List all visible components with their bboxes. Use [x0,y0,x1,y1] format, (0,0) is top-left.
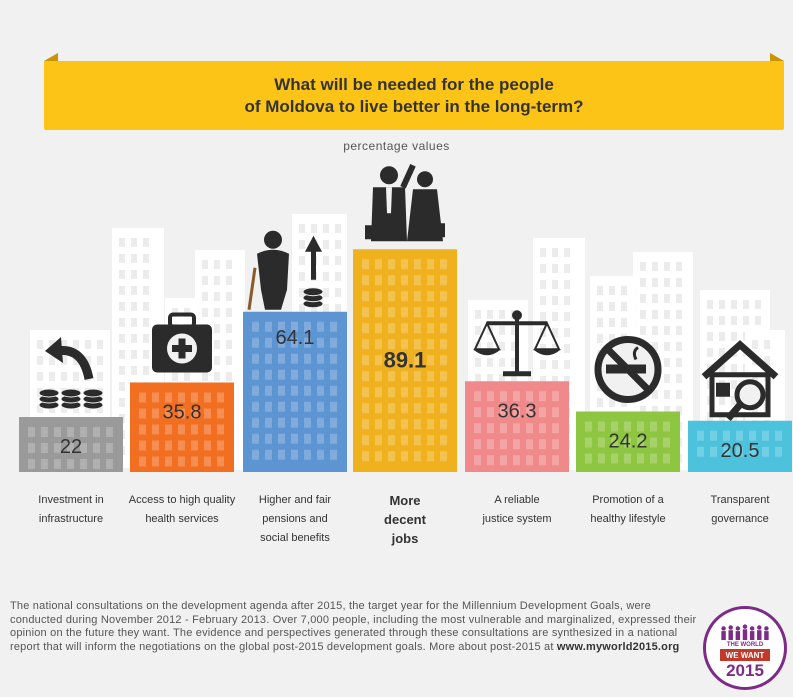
bar-value-label: 24.2 [609,431,648,453]
business-people-icon [365,164,445,242]
category-label-line: More [389,493,421,508]
bar [243,311,347,472]
logo-line-1: THE WORLD [726,642,764,648]
bar-value-label: 35.8 [163,402,202,424]
footnote-url[interactable]: www.myworld2015.org [556,640,680,653]
category-label-line: Promotion of a [592,494,664,506]
crowd-icon [721,624,769,641]
category-label-line: Investment in [38,494,104,506]
category-label: Transparent governance [680,491,793,529]
logo-line-3: 2015 [726,661,764,680]
logo-line-2: WE WANT [725,651,765,660]
category-label-line: justice system [482,513,552,525]
bar-value-label: 89.1 [384,347,427,372]
bar-window-pattern [28,427,113,469]
category-label: A reliable justice system [457,491,577,529]
chart-subtitle: percentage values [343,139,450,153]
category-label-line: social benefits [260,532,330,544]
footnote-text: The national consultations on the develo… [10,600,697,653]
bar-group: 22 [19,417,123,472]
footnote: The national consultations on the develo… [10,600,700,654]
category-label: Promotion of a healthy lifestyle [568,491,688,529]
bar-value-label: 22 [60,436,82,458]
bar-window-pattern [585,421,670,464]
medical-kit-icon [152,312,212,373]
bar-group: 35.8 [130,382,234,472]
bar-window-pattern [362,259,447,462]
category-label-line: infrastructure [38,513,104,525]
bars: 22 35.8 64.1 89.1 36.3 24.2 20.5 [19,249,792,472]
category-label-line: Higher and fair [258,494,332,506]
category-label-line: decent [384,512,426,527]
world-we-want-logo: THE WORLD WE WANT 2015 [703,606,787,690]
bar-window-pattern [252,321,337,460]
bar-icons [38,164,779,422]
bar-value-label: 64.1 [276,327,315,349]
category-label: More decent jobs [345,491,465,548]
bar [688,420,792,472]
banner-fold-right [770,53,784,61]
house-magnifier-icon [701,340,779,422]
category-label: Higher and fair pensions and social benefi… [235,491,355,548]
logo-ribbon [720,649,770,661]
chart-title-line-2: of Moldova to live better in the long-te… [244,97,584,116]
category-label-line: governance [711,513,769,525]
coins-arrow-icon [38,337,104,410]
bar-group: 36.3 [465,381,569,472]
category-label-line: jobs [391,531,419,546]
bar [576,411,680,472]
bar-window-pattern [697,430,782,457]
category-label: Access to high quality health services [122,491,242,529]
bar-group: 20.5 [688,420,792,472]
bar [465,381,569,472]
bar-window-pattern [139,392,224,467]
bar-group: 24.2 [576,411,680,472]
category-label-line: pensions and [262,513,328,525]
bar [353,249,457,472]
title-banner: What will be needed for the people of Mo… [44,53,784,130]
banner-fold-left [44,53,58,61]
bar [130,382,234,472]
category-label-line: Access to high quality [128,494,236,506]
category-label-line: Transparent [710,494,770,506]
bar [19,417,123,472]
category-label-line: A reliable [494,494,540,506]
category-label-line: health services [145,513,219,525]
bar-value-label: 20.5 [721,440,760,462]
category-label: Investment in infrastructure [11,491,131,529]
chart-title-line-1: What will be needed for the people [274,75,554,94]
category-label-line: healthy lifestyle [590,513,666,525]
bar-window-pattern [474,391,559,466]
chart-title: What will be needed for the people of Mo… [44,74,784,118]
chart: 22 35.8 64.1 89.1 36.3 24.2 20.5 [19,164,792,472]
justice-scales-icon [473,310,561,377]
bar-value-label: 36.3 [498,400,537,422]
pensioner-coins-icon [247,230,324,310]
bar-group: 89.1 [353,249,457,472]
no-smoking-icon [594,336,662,403]
bar-group: 64.1 [243,311,347,472]
